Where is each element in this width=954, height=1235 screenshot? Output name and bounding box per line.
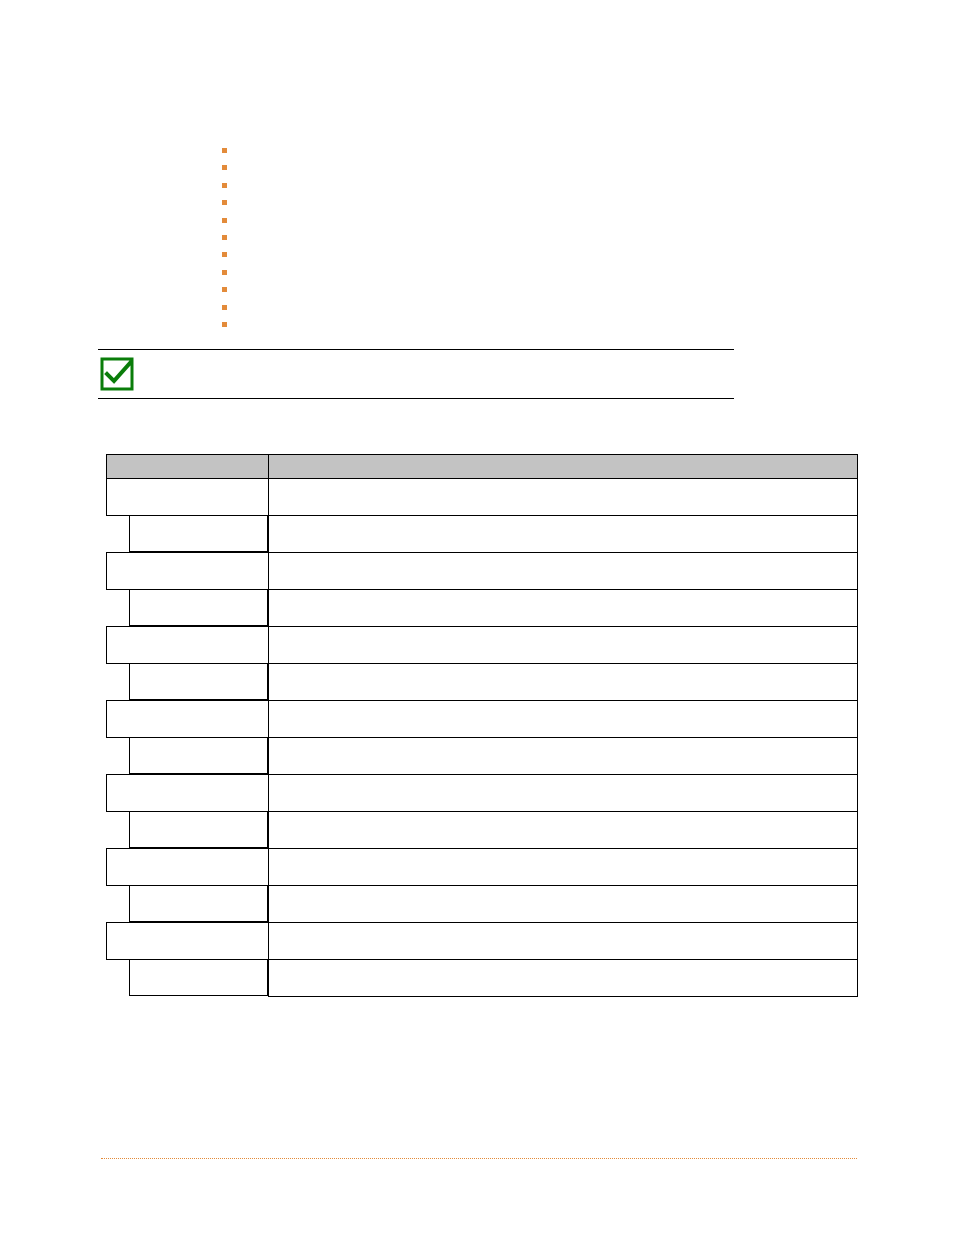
table-cell	[107, 849, 269, 886]
bullet-icon	[222, 287, 227, 292]
table-cell-indented	[129, 960, 268, 996]
table-cell	[107, 812, 269, 849]
bullet-icon	[222, 165, 227, 170]
table-cell	[107, 627, 269, 664]
table-row	[107, 849, 858, 886]
table-cell	[268, 923, 857, 960]
bullet-icon	[222, 305, 227, 310]
table-row	[107, 960, 858, 997]
table-cell-indented	[129, 886, 268, 922]
table-cell	[268, 701, 857, 738]
table-cell-indented	[129, 738, 268, 774]
table-row	[107, 701, 858, 738]
heading-rule-bottom	[98, 398, 734, 399]
table-cell	[268, 516, 857, 553]
table-cell	[268, 664, 857, 701]
table-cell	[268, 553, 857, 590]
bullet-icon	[222, 252, 227, 257]
bullet-icon	[222, 218, 227, 223]
bullet-icon	[222, 235, 227, 240]
table-row	[107, 590, 858, 627]
table-row	[107, 886, 858, 923]
checkbox-checked-icon	[100, 357, 134, 391]
table-cell	[107, 886, 269, 923]
table-row	[107, 738, 858, 775]
table-cell	[107, 590, 269, 627]
footer-divider	[101, 1158, 857, 1159]
table-header-row	[107, 455, 858, 479]
table-cell-indented	[129, 516, 268, 552]
section-heading	[98, 349, 734, 399]
heading-row	[98, 350, 734, 398]
bullet-icon	[222, 322, 227, 327]
table-cell	[107, 479, 269, 516]
table-row	[107, 553, 858, 590]
table-row	[107, 516, 858, 553]
table-cell	[268, 775, 857, 812]
table-cell	[107, 664, 269, 701]
data-table	[106, 454, 858, 997]
table-cell	[268, 886, 857, 923]
table-cell	[268, 479, 857, 516]
table-row	[107, 664, 858, 701]
table-cell-indented	[129, 664, 268, 700]
table-row	[107, 923, 858, 960]
table-row	[107, 775, 858, 812]
bullet-icon	[222, 148, 227, 153]
table-cell-indented	[129, 590, 268, 626]
table-cell	[107, 960, 269, 997]
bullet-icon	[222, 200, 227, 205]
table-cell	[268, 738, 857, 775]
table-header-cell	[268, 455, 857, 479]
table-cell	[107, 923, 269, 960]
table-cell	[107, 553, 269, 590]
table-cell	[268, 849, 857, 886]
bullet-list	[222, 148, 722, 339]
table-header-cell	[107, 455, 269, 479]
bullet-icon	[222, 183, 227, 188]
table-cell	[268, 627, 857, 664]
table-cell	[268, 812, 857, 849]
table-cell	[268, 960, 857, 997]
table-row	[107, 627, 858, 664]
table-cell	[268, 590, 857, 627]
table-row	[107, 479, 858, 516]
table-cell	[107, 775, 269, 812]
table-row	[107, 812, 858, 849]
table-cell-indented	[129, 812, 268, 848]
table-cell	[107, 701, 269, 738]
table-cell	[107, 738, 269, 775]
document-page	[0, 0, 954, 1235]
bullet-icon	[222, 270, 227, 275]
table-cell	[107, 516, 269, 553]
